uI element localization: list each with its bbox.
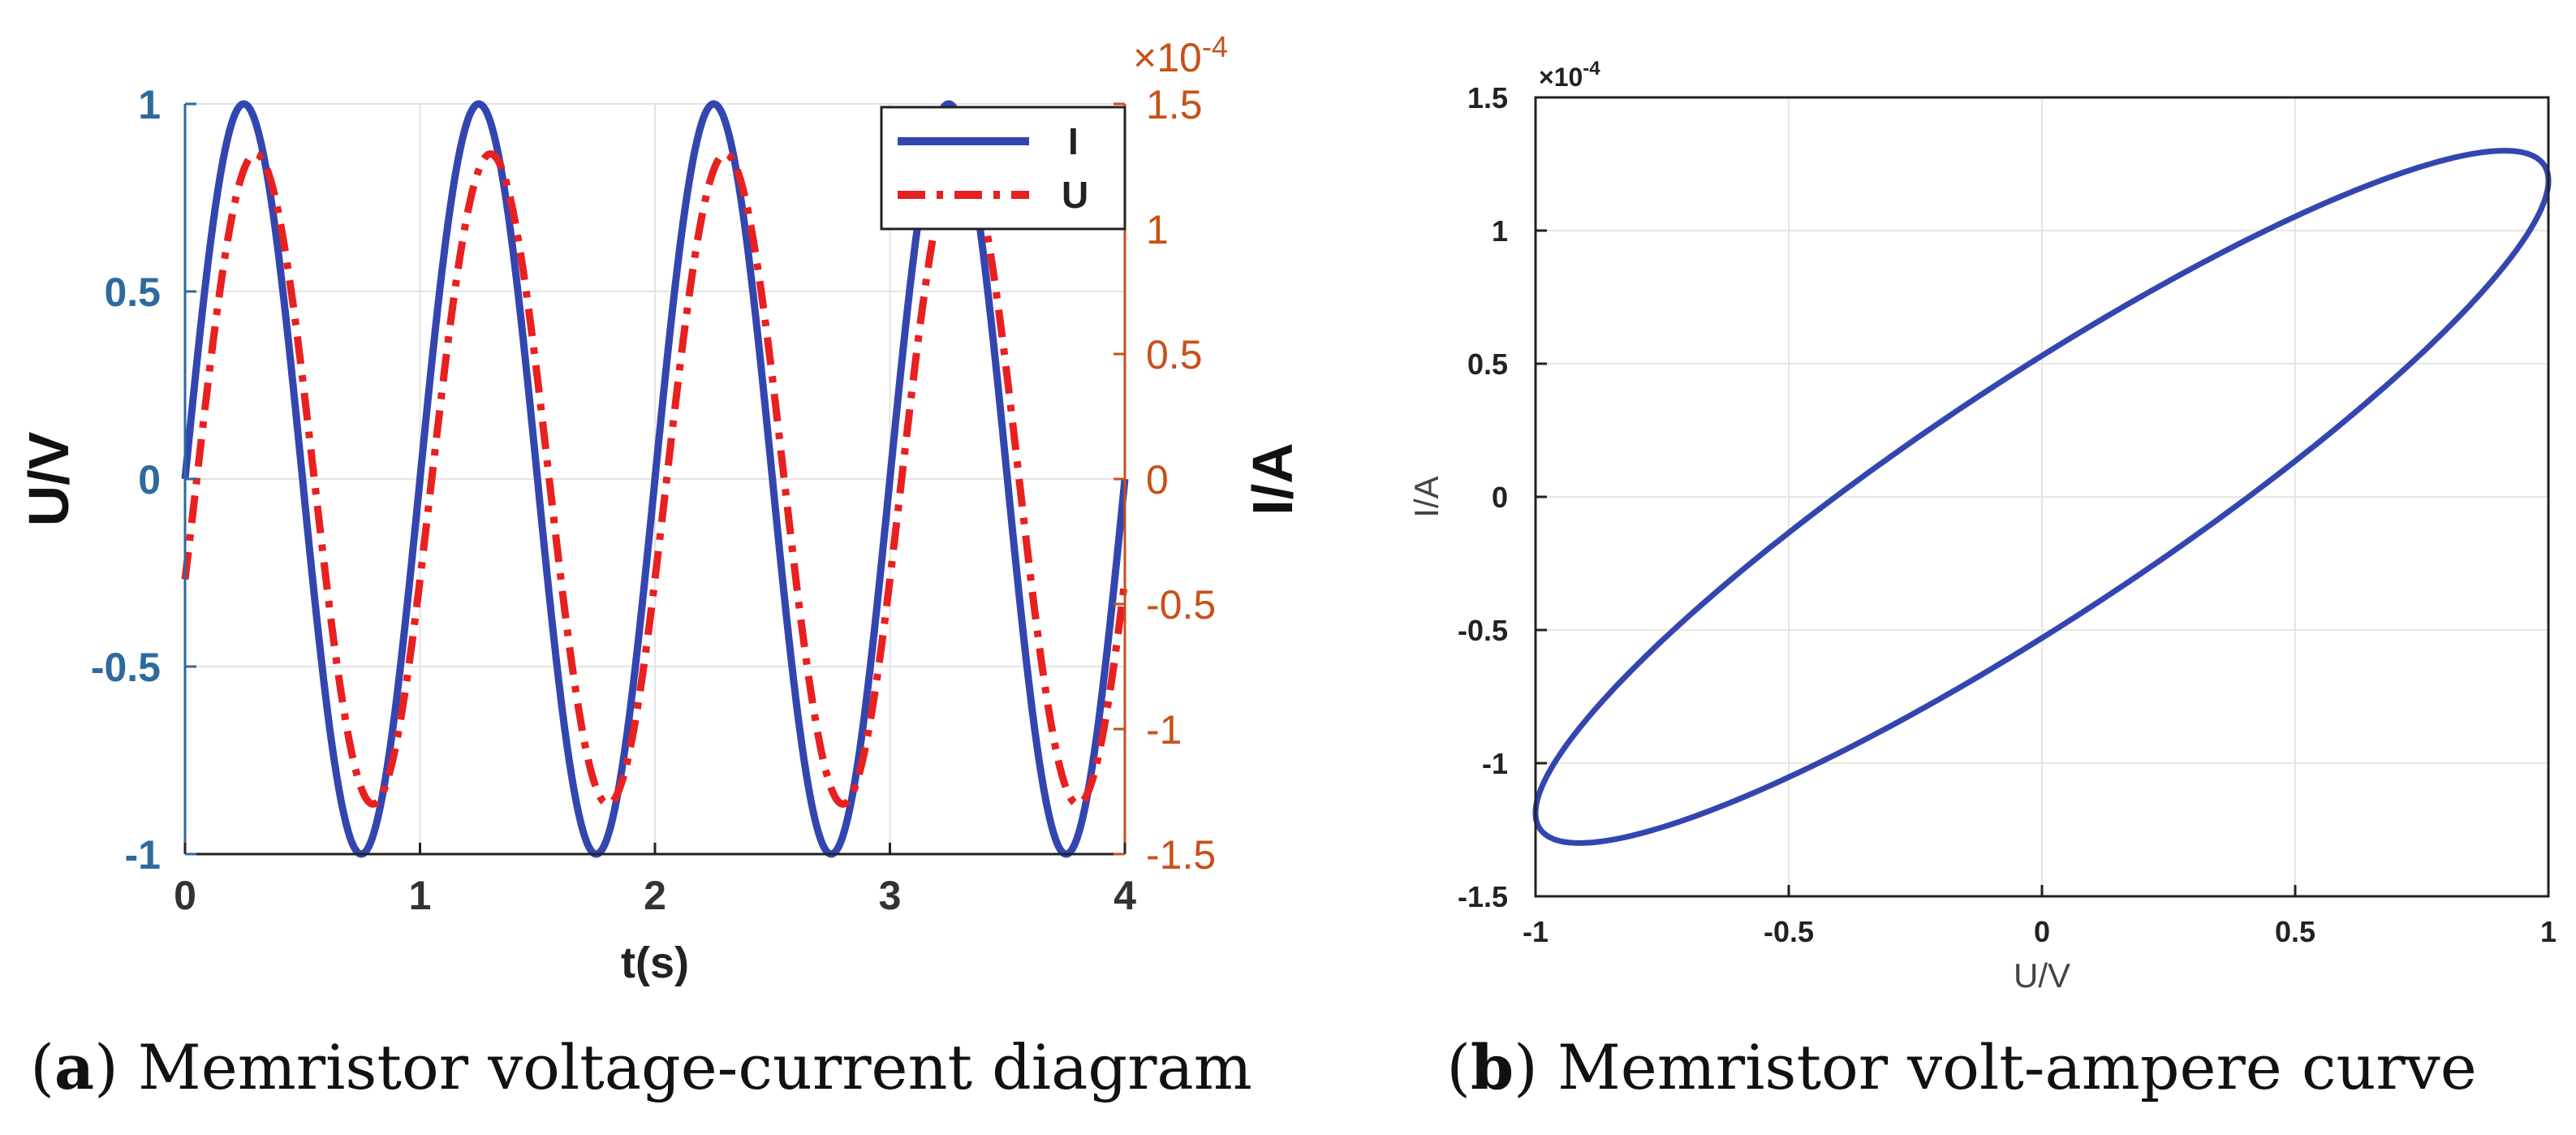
y-right-tick-label: 1 [1146,207,1169,252]
chart-a-voltage-current: 0 1 2 3 4 -1 -0.5 0 0.5 1 -1.5 -1 -0.5 0 0.5 1 1.5×10-4 t… [17,30,1304,987]
caption-b-text: Memristor volt-ampere curve [1557,1031,2477,1103]
legend-U-label: U [1062,174,1088,216]
x-axis-title: t(s) [621,939,689,987]
caption-a-letter: a [54,1031,95,1103]
y-right-tick-label: -1 [1146,707,1182,753]
y-left-tick-label: -1 [125,832,161,878]
y-right-exponent-power: -4 [1202,30,1228,63]
y-right-tick-label: 0.5 [1146,332,1203,378]
y-tick-label: -1 [1482,747,1508,780]
y-left-tick-label: 0.5 [104,270,161,315]
y-right-tick-label: 1.5 [1146,82,1203,127]
y-tick-label: -0.5 [1458,614,1508,647]
y-left-tick-label: 0 [138,457,161,503]
x-tick-label: 0 [174,873,196,918]
caption-b: (b) Memristor volt-ampere curve [1446,1031,2477,1103]
x-tick-label: 3 [879,873,902,918]
y-exponent-power: -4 [1583,58,1600,80]
y-axis-title: I/A [1407,476,1445,517]
caption-a: (a) Memristor voltage-current diagram [30,1031,1252,1103]
x-tick-label: 2 [644,873,666,918]
y-right-tick-label: 0 [1146,457,1169,503]
y-right-exponent-label: ×10-4 [1133,30,1228,80]
y-right-axis-title: I/A [1241,442,1304,515]
y-right-tick-label: -1.5 [1146,832,1216,878]
caption-b-letter: b [1470,1031,1514,1103]
y-left-tick-label: 1 [138,82,161,127]
x-tick-label: 1 [2540,915,2557,948]
y-tick-label: 1 [1492,214,1508,248]
y-left-tick-label: -0.5 [91,645,161,690]
caption-a-text: Memristor voltage-current diagram [137,1031,1252,1103]
y-tick-label: -1.5 [1458,880,1508,913]
y-tick-label: 0 [1492,481,1508,514]
y-exponent-label: ×10-4 [1539,58,1600,92]
legend-I-label: I [1068,120,1079,162]
volt-ampere-loop [1532,148,2552,846]
x-tick-label: -1 [1523,915,1549,948]
x-tick-label: 0 [2034,915,2050,948]
x-tick-label: -0.5 [1764,915,1814,948]
y-tick-label: 1.5 [1467,81,1508,114]
x-tick-label: 0.5 [2275,915,2315,948]
y-tick-label: 0.5 [1467,347,1508,381]
legend-box [880,106,1126,231]
x-tick-label: 1 [409,873,432,918]
x-axis-title: U/V [2014,956,2070,995]
x-tick-label: 4 [1114,873,1136,918]
y-right-tick-label: -0.5 [1146,582,1216,628]
y-left-axis-title: U/V [17,431,80,526]
chart-b-volt-ampere: -1 -0.5 0 0.5 1 -1.5 -1 -0.5 0 0.5 1 1.5 ×10-4 U/V I/A [1407,58,2557,995]
